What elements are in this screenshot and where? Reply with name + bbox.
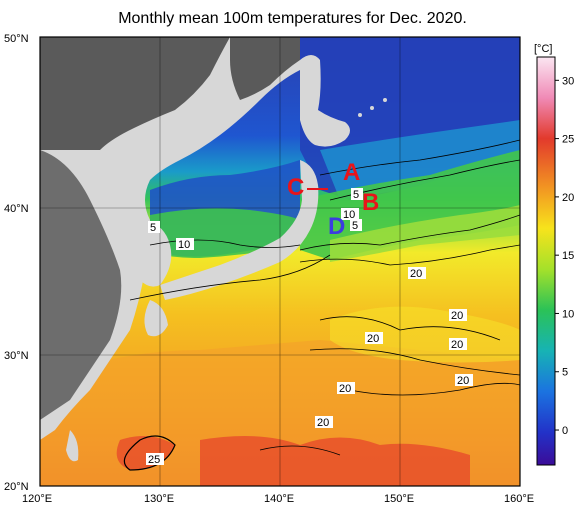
colorbar-tick-label: 25	[562, 134, 574, 146]
colorbar: [°C] 30 25 20 15 10 5 0	[534, 43, 574, 466]
y-tick-label: 40°N	[4, 203, 29, 215]
marker-a: A	[343, 159, 360, 186]
axis-labels: 120°E 130°E 140°E 150°E 160°E 50°N 40°N …	[4, 33, 534, 505]
marker-b: B	[362, 189, 379, 216]
contour-label: 20	[457, 375, 469, 387]
contour-label: 5	[353, 189, 359, 201]
y-tick-label: 30°N	[4, 350, 29, 362]
contour-label: 20	[451, 310, 463, 322]
contour-label: 20	[367, 333, 379, 345]
map-frame	[39, 36, 521, 487]
colorbar-tick-label: 5	[562, 367, 568, 379]
contour-label: 10	[178, 239, 190, 251]
contour-label: 5	[352, 220, 358, 232]
colorbar-tick-label: 10	[562, 308, 574, 320]
y-tick-label: 50°N	[4, 33, 29, 45]
contour-label: 25	[148, 454, 160, 466]
marker-c: C	[287, 174, 304, 201]
contour-label: 10	[343, 209, 355, 221]
contour-label: 5	[150, 222, 156, 234]
colorbar-tick-label: 0	[562, 425, 568, 437]
contour-labels: 5 10 5 10 5 20 20 20 20 20 20 20 25	[146, 188, 473, 466]
map-title: Monthly mean 100m temperatures for Dec. …	[118, 10, 467, 27]
y-tick-label: 20°N	[4, 481, 29, 493]
contour-label: 20	[410, 268, 422, 280]
x-tick-label: 150°E	[384, 493, 414, 505]
colorbar-tick-label: 20	[562, 192, 574, 204]
point-markers: A B C D	[287, 159, 379, 240]
x-tick-label: 160°E	[504, 493, 534, 505]
colorbar-unit: [°C]	[534, 43, 552, 55]
contour-label: 20	[339, 383, 351, 395]
colorbar-tick-label: 30	[562, 75, 574, 87]
x-tick-label: 140°E	[264, 493, 294, 505]
x-tick-label: 130°E	[144, 493, 174, 505]
x-tick-label: 120°E	[22, 493, 52, 505]
colorbar-scale	[536, 56, 556, 466]
graticule	[40, 37, 520, 486]
marker-d: D	[328, 213, 345, 240]
colorbar-tick-label: 15	[562, 250, 574, 262]
contour-label: 20	[451, 339, 463, 351]
contour-label: 20	[317, 417, 329, 429]
